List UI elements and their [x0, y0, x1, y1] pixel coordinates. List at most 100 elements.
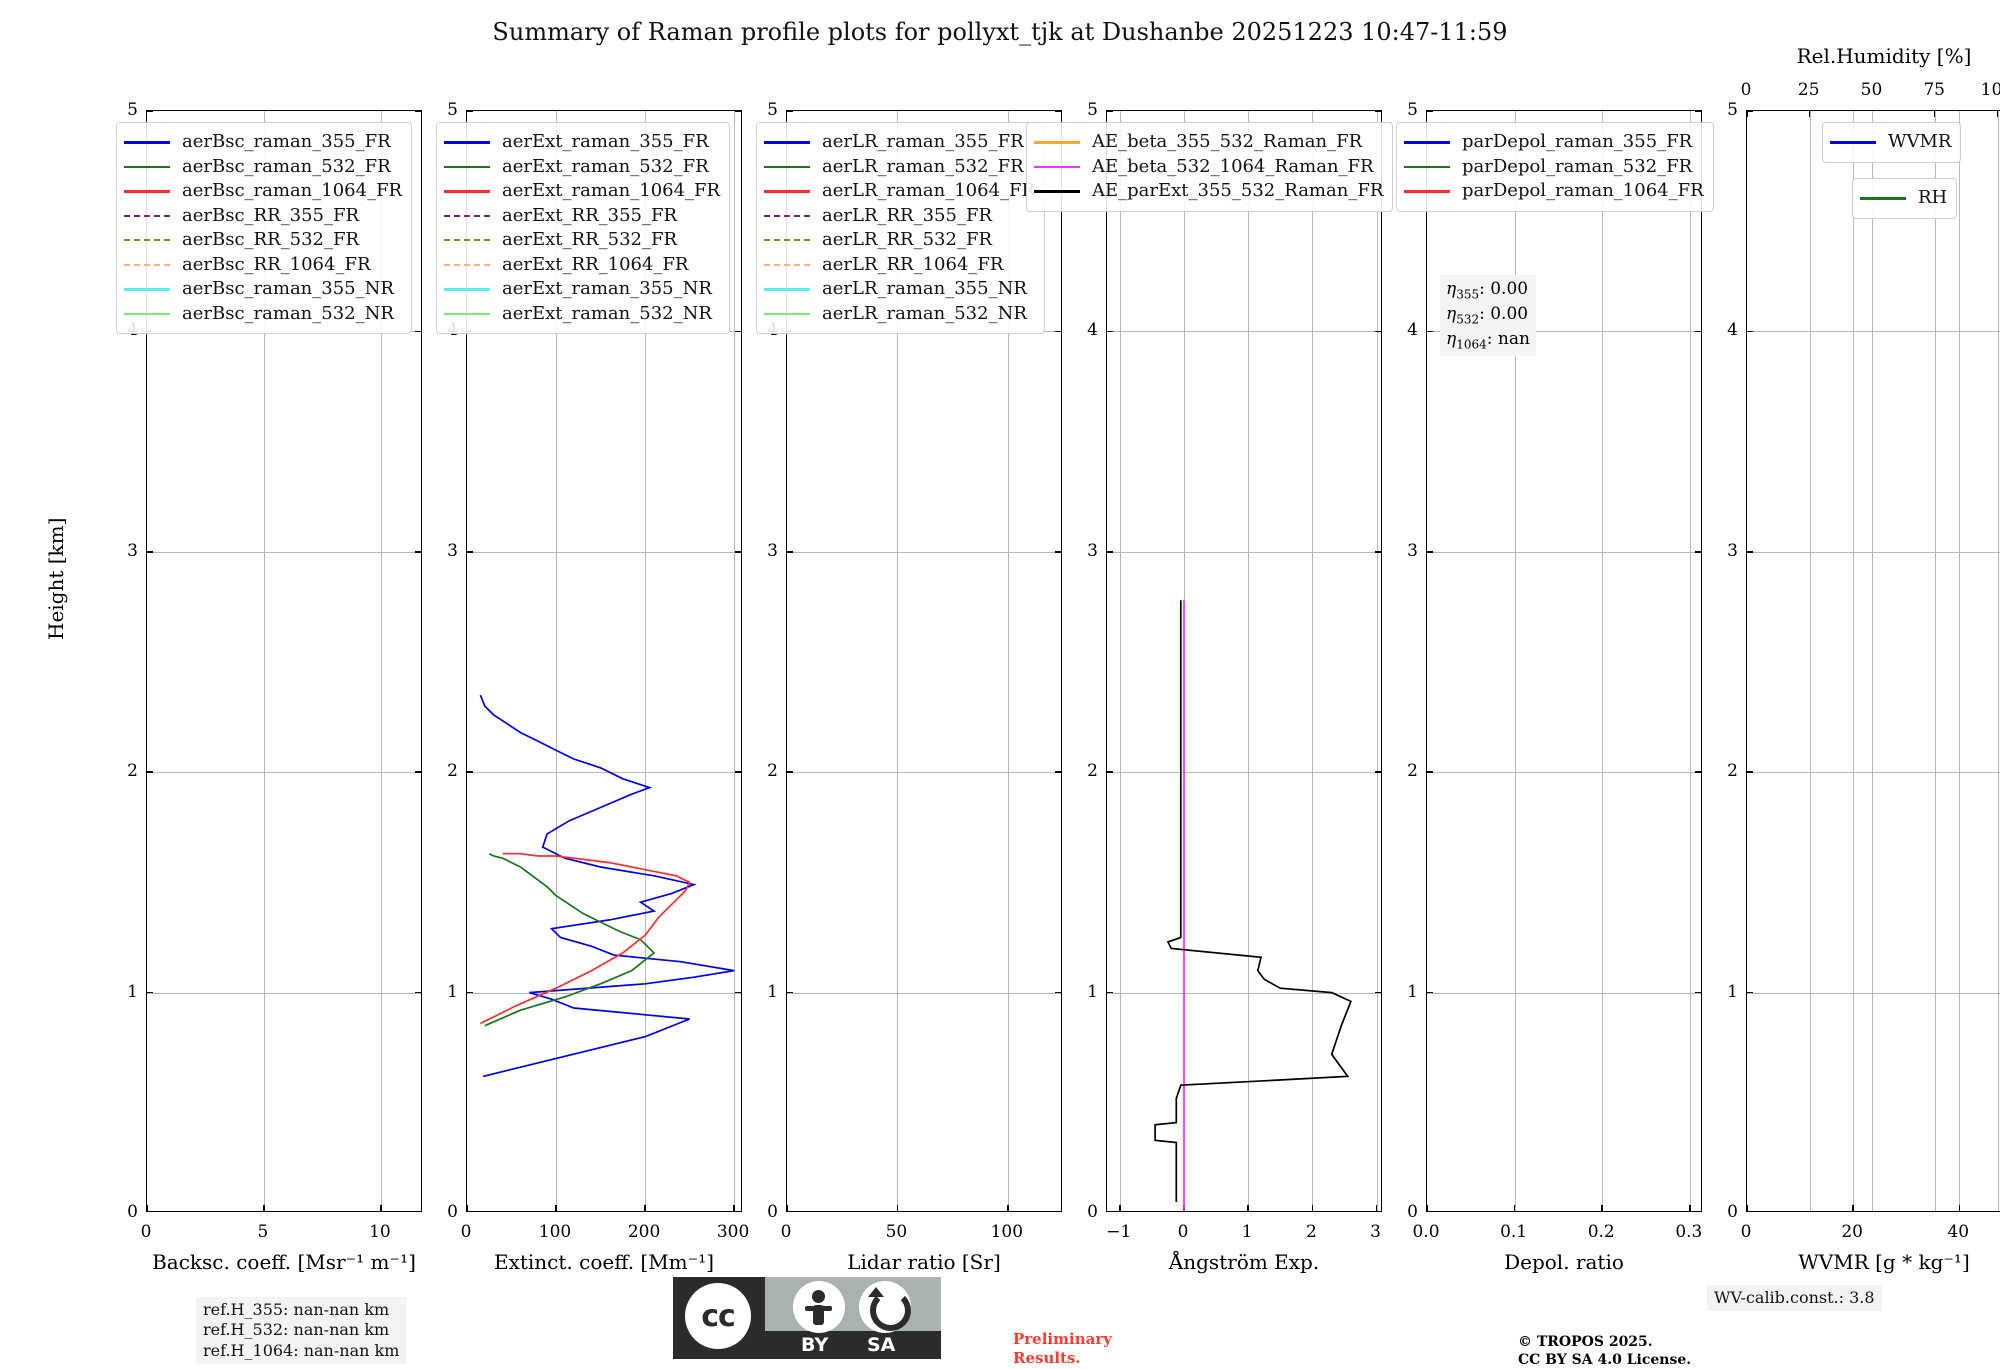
- legend-backscatter[interactable]: aerBsc_raman_355_FR aerBsc_raman_532_FR ae…: [116, 122, 413, 334]
- legend-item[interactable]: aerExt_RR_532_FR: [444, 228, 720, 253]
- gridline-horizontal: [1107, 551, 1381, 553]
- legend-item[interactable]: aerLR_raman_532_FR: [764, 155, 1035, 180]
- y-tick-label: 0: [447, 1202, 458, 1222]
- legend-depol-ratio[interactable]: parDepol_raman_355_FR parDepol_raman_532_…: [1396, 122, 1714, 212]
- legend-label: WVMR: [1888, 131, 1952, 153]
- top-axis-label-rel-humidity: Rel.Humidity [%]: [1796, 44, 1972, 68]
- gridline-horizontal: [1107, 331, 1381, 333]
- legend-label: aerBsc_raman_1064_FR: [182, 180, 403, 202]
- legend-item[interactable]: aerExt_raman_532_NR: [444, 302, 720, 327]
- y-tick-label: 4: [1407, 320, 1418, 341]
- legend-item[interactable]: aerBsc_RR_355_FR: [124, 204, 402, 229]
- legend-wvmr[interactable]: WVMR: [1822, 122, 1962, 163]
- data-curves: [1154, 600, 1352, 1211]
- legend-label: aerLR_RR_1064_FR: [822, 253, 1004, 275]
- y-tick-label: 2: [1407, 761, 1418, 782]
- legend-item[interactable]: aerLR_RR_532_FR: [764, 228, 1035, 253]
- x-tick-mark: [1689, 1205, 1691, 1211]
- x-tick-mark: [1747, 1205, 1748, 1211]
- y-tick-label: 2: [447, 761, 458, 782]
- legend-item[interactable]: aerBsc_RR_1064_FR: [124, 253, 402, 278]
- legend-item[interactable]: aerLR_RR_1064_FR: [764, 253, 1035, 278]
- eta-symbol: η: [1446, 279, 1457, 299]
- legend-item[interactable]: aerBsc_raman_532_FR: [124, 155, 402, 180]
- tropos-line: © TROPOS 2025.: [1518, 1334, 1653, 1350]
- legend-item[interactable]: AE_beta_355_532_Raman_FR: [1034, 130, 1383, 155]
- legend-item[interactable]: parDepol_raman_355_FR: [1404, 130, 1704, 155]
- y-tick-label: 5: [1727, 100, 1738, 120]
- legend-extinction[interactable]: aerExt_raman_355_FR aerExt_raman_532_FR ae…: [436, 122, 731, 334]
- x-tick-label: 2: [1305, 1222, 1317, 1242]
- legend-item[interactable]: aerLR_raman_355_NR: [764, 277, 1035, 302]
- gridline-vertical: [734, 111, 736, 1211]
- y-tick-label: 2: [1087, 761, 1098, 782]
- y-tick-mark: [787, 111, 793, 112]
- legend-rel-humidity[interactable]: RH: [1852, 178, 1958, 219]
- y-tick-label: 1: [127, 981, 138, 1002]
- y-tick-mark: [415, 330, 421, 333]
- y-tick-mark: [415, 771, 421, 773]
- x-tick-label: 0: [460, 1222, 472, 1242]
- legend-item[interactable]: aerLR_raman_532_NR: [764, 302, 1035, 327]
- gridline-vertical: [1602, 111, 1604, 1211]
- x-tick-mark: [555, 1205, 557, 1211]
- legend-item[interactable]: aerExt_raman_532_FR: [444, 155, 720, 180]
- legend-item[interactable]: AE_parExt_355_532_Raman_FR: [1034, 179, 1383, 204]
- y-tick-mark: [1375, 771, 1381, 773]
- legend-item[interactable]: WVMR: [1830, 130, 1951, 155]
- legend-label: parDepol_raman_532_FR: [1462, 155, 1693, 177]
- top-tick-label: 100: [1980, 80, 2000, 100]
- gridline-horizontal: [1427, 772, 1701, 774]
- curve-AE_parExt_355_532_Raman_FR: [1154, 600, 1352, 1202]
- eta-wavelength: 355: [1456, 287, 1480, 302]
- legend-item[interactable]: aerBsc_RR_532_FR: [124, 228, 402, 253]
- gridline-vertical: [1853, 111, 1855, 1211]
- legend-item[interactable]: aerBsc_raman_1064_FR: [124, 179, 402, 204]
- x-tick-mark: [1247, 1205, 1249, 1211]
- y-tick-mark: [1695, 771, 1701, 773]
- y-tick-label: 2: [767, 761, 778, 782]
- legend-item[interactable]: aerBsc_raman_532_NR: [124, 302, 402, 327]
- legend-item[interactable]: aerBsc_raman_355_FR: [124, 130, 402, 155]
- y-tick-mark: [1427, 771, 1433, 773]
- legend-item[interactable]: aerBsc_raman_355_NR: [124, 277, 402, 302]
- y-tick-mark: [1375, 330, 1381, 333]
- legend-item[interactable]: parDepol_raman_1064_FR: [1404, 179, 1704, 204]
- y-tick-mark: [1055, 551, 1061, 553]
- eta-value: nan: [1497, 328, 1530, 349]
- y-tick-mark: [415, 551, 421, 553]
- legend-item[interactable]: AE_beta_532_1064_Raman_FR: [1034, 155, 1383, 180]
- legend-item[interactable]: aerExt_RR_355_FR: [444, 204, 720, 229]
- legend-item[interactable]: aerLR_raman_1064_FR: [764, 179, 1035, 204]
- legend-angstrom[interactable]: AE_beta_355_532_Raman_FR AE_beta_532_1064…: [1026, 122, 1394, 212]
- y-axis-label: Height [km]: [44, 517, 68, 640]
- legend-item[interactable]: aerExt_RR_1064_FR: [444, 253, 720, 278]
- y-tick-label: 1: [767, 981, 778, 1002]
- legend-item[interactable]: aerExt_raman_355_NR: [444, 277, 720, 302]
- eta-calibration-annotation: η355: 0.00 η532: 0.00 η1064: nan: [1440, 275, 1536, 356]
- legend-item[interactable]: parDepol_raman_532_FR: [1404, 155, 1704, 180]
- gridline-horizontal: [1747, 331, 2000, 333]
- y-tick-mark: [1107, 771, 1113, 773]
- legend-item[interactable]: aerExt_raman_1064_FR: [444, 179, 720, 204]
- wv-calib-annotation: WV-calib.const.: 3.8: [1707, 1285, 1882, 1312]
- legend-label: aerLR_raman_532_FR: [822, 155, 1024, 177]
- y-tick-mark: [735, 330, 741, 333]
- legend-label: aerExt_raman_532_NR: [502, 302, 712, 324]
- y-tick-mark: [787, 991, 793, 994]
- gridline-vertical: [1007, 111, 1009, 1211]
- legend-item[interactable]: RH: [1860, 186, 1947, 211]
- legend-item[interactable]: aerExt_raman_355_FR: [444, 130, 720, 155]
- legend-label: aerBsc_RR_532_FR: [182, 229, 360, 251]
- y-tick-label: 1: [1407, 981, 1418, 1002]
- x-tick-mark: [380, 1205, 382, 1211]
- legend-item[interactable]: aerLR_RR_355_FR: [764, 204, 1035, 229]
- legend-item[interactable]: aerLR_raman_355_FR: [764, 130, 1035, 155]
- gridline-vertical: [263, 111, 265, 1211]
- y-tick-label: 4: [1727, 320, 1738, 341]
- axes-area: [1746, 110, 2000, 1212]
- legend-label: aerBsc_raman_532_NR: [182, 302, 394, 324]
- legend-label: aerExt_raman_355_NR: [502, 278, 712, 300]
- gridline-vertical: [1997, 111, 1999, 1211]
- legend-lidar-ratio[interactable]: aerLR_raman_355_FR aerLR_raman_532_FR aerL…: [756, 122, 1046, 334]
